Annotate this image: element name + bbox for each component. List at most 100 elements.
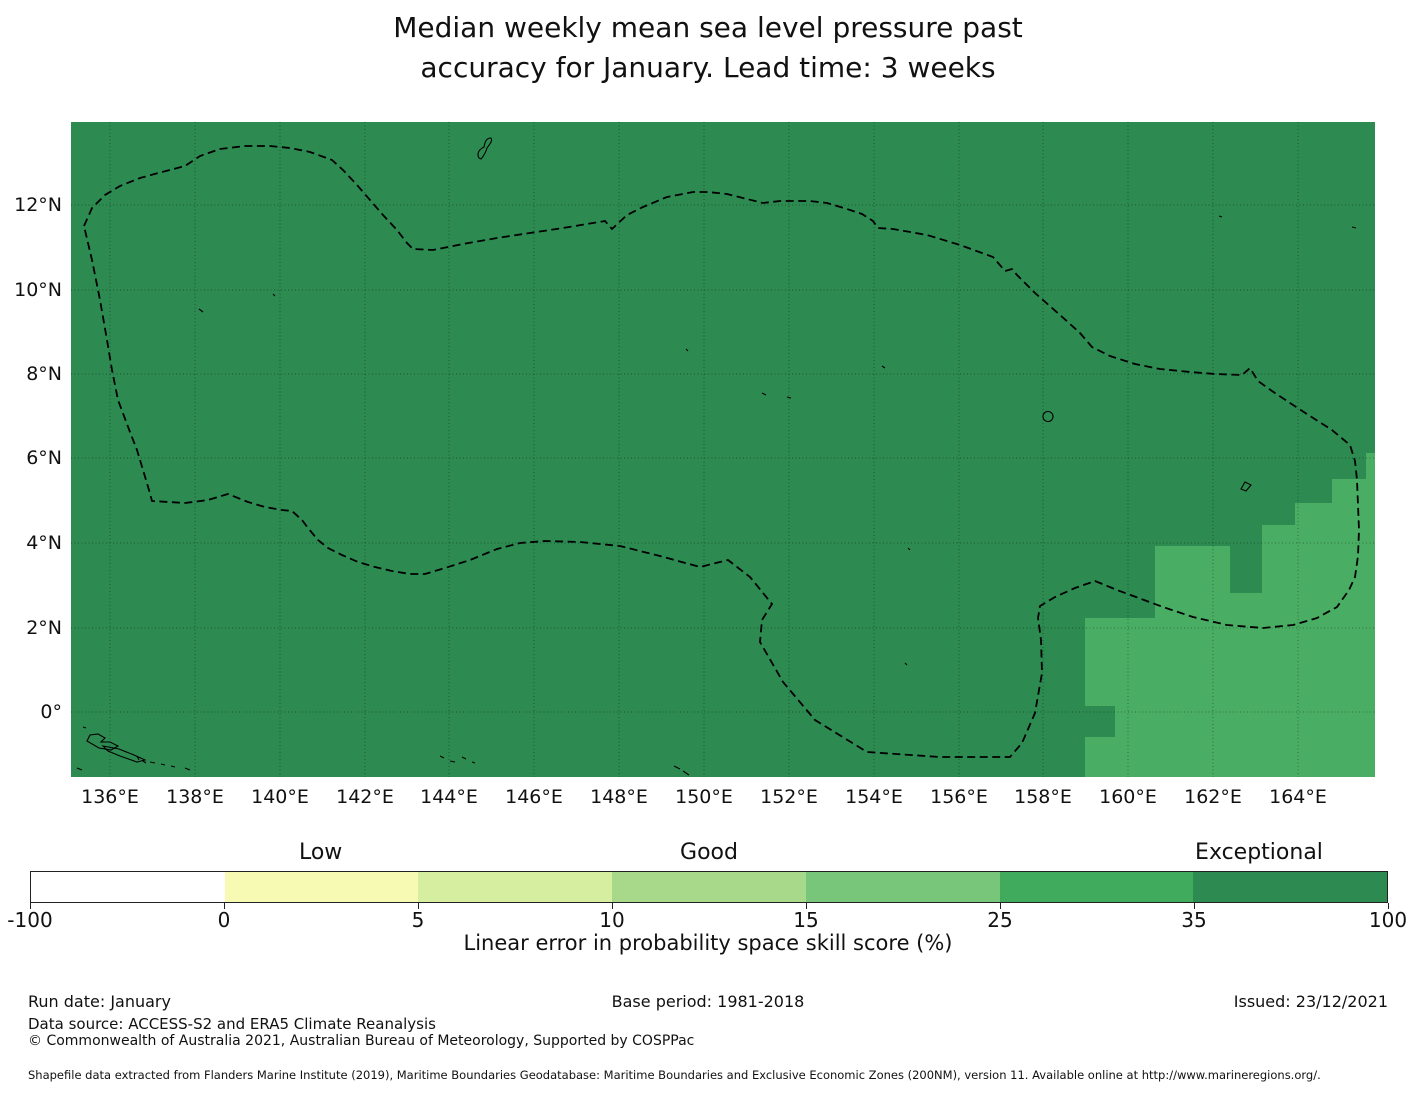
chart-title-line2: accuracy for January. Lead time: 3 weeks [420, 51, 996, 84]
lat-tick-label: 0° [40, 701, 62, 723]
island-coastline [272, 293, 276, 297]
lon-tick-label: 146°E [505, 786, 563, 808]
issued-label: Issued: 23/12/2021 [1233, 992, 1388, 1011]
island-coastline [682, 770, 690, 776]
chart-title-line1: Median weekly mean sea level pressure pa… [393, 11, 1023, 44]
lon-tick-label: 142°E [336, 786, 394, 808]
lon-tick-label: 138°E [166, 786, 224, 808]
colorbar-tick-label: 35 [1181, 908, 1207, 932]
island-coastline [86, 733, 120, 751]
lat-tick-label: 2°N [26, 617, 62, 639]
grid-lines [71, 122, 1375, 777]
colorbar-tick [1388, 903, 1389, 909]
colorbar-tick-label: 0 [217, 908, 231, 932]
island-coastline [1218, 215, 1223, 218]
island-outlines [76, 137, 1357, 776]
lon-tick-label: 158°E [1014, 786, 1072, 808]
island-coastline [149, 761, 156, 764]
colorbar-category-label: Exceptional [1195, 840, 1323, 865]
island-coastline [1351, 226, 1357, 229]
island-coastline [1240, 481, 1252, 492]
lon-tick-label: 164°E [1269, 786, 1327, 808]
map-plot [71, 122, 1375, 777]
island-coastline [142, 760, 147, 764]
colorbar-tick-label: 10 [599, 908, 625, 932]
island-coastline [477, 137, 493, 160]
colorbar-tick [418, 903, 419, 909]
lon-tick-label: 152°E [760, 786, 818, 808]
colorbar-axis-label: Linear error in probability space skill … [463, 931, 953, 955]
island-coastline [881, 365, 886, 369]
island-coastline [136, 755, 140, 761]
shapefile-attribution: Shapefile data extracted from Flanders M… [28, 1068, 1321, 1082]
colorbar-tick [30, 903, 31, 909]
island-coastline [1042, 410, 1054, 423]
lat-tick-label: 10°N [14, 279, 62, 301]
colorbar-category-label: Good [680, 840, 738, 865]
colorbar-tick [224, 903, 225, 909]
lon-tick-label: 162°E [1184, 786, 1242, 808]
colorbar-segment [612, 872, 806, 902]
island-coastline [904, 662, 908, 666]
colorbar-tick [806, 903, 807, 909]
lon-tick-label: 148°E [590, 786, 648, 808]
island-coastline [786, 396, 792, 399]
eez-boundary-line [83, 145, 1360, 758]
skill-patch-35-100 [1085, 706, 1115, 737]
skill-patch-25-35 [1085, 618, 1375, 777]
colorbar-tick [612, 903, 613, 909]
colorbar-tick-label: 100 [1368, 908, 1408, 932]
colorbar-segment [999, 872, 1194, 902]
copyright-label: © Commonwealth of Australia 2021, Austra… [28, 1033, 695, 1049]
island-coastline [76, 767, 83, 771]
lat-tick-label: 8°N [26, 363, 62, 385]
lon-tick-label: 140°E [251, 786, 309, 808]
island-coastline [198, 308, 204, 313]
lon-tick-label: 150°E [675, 786, 733, 808]
map-canvas [71, 122, 1375, 777]
skill-patch-25-35 [1155, 546, 1230, 618]
island-coastline [449, 760, 456, 763]
data-source-label: Data source: ACCESS-S2 and ERA5 Climate … [28, 1015, 436, 1033]
skill-patch-25-35 [1295, 503, 1375, 525]
colorbar-category-label: Low [298, 840, 343, 865]
island-coastline [761, 392, 767, 396]
island-coastline [170, 765, 176, 768]
island-coastline [673, 765, 681, 770]
lon-tick-label: 156°E [930, 786, 988, 808]
colorbar-segment [1193, 872, 1388, 902]
colorbar-segment [224, 872, 419, 902]
colorbar-tick [1194, 903, 1195, 909]
island-coastline [184, 767, 191, 771]
lat-tick-label: 6°N [26, 447, 62, 469]
colorbar-segment [31, 872, 225, 902]
island-coastline [461, 756, 467, 760]
lon-tick-label: 144°E [420, 786, 478, 808]
colorbar-segment [418, 872, 613, 902]
lat-tick-label: 4°N [26, 532, 62, 554]
lon-tick-label: 136°E [81, 786, 139, 808]
island-coastline [439, 755, 445, 759]
run-date-label: Run date: January [28, 992, 171, 1011]
skill-patch-25-35 [1225, 593, 1262, 618]
lat-tick-label: 12°N [14, 194, 62, 216]
colorbar-tick [1000, 903, 1001, 909]
lon-tick-label: 154°E [845, 786, 903, 808]
lon-tick-label: 160°E [1099, 786, 1157, 808]
colorbar-tick-label: 15 [793, 908, 819, 932]
island-coastline [685, 348, 689, 352]
island-coastline [82, 726, 87, 729]
colorbar-tick-label: 5 [411, 908, 425, 932]
island-coastline [471, 761, 476, 764]
skill-patch-25-35 [1332, 479, 1375, 503]
colorbar-tick-label: -100 [7, 908, 53, 932]
island-coastline [907, 547, 911, 551]
colorbar-segment [805, 872, 1000, 902]
base-period-label: Base period: 1981-2018 [611, 992, 805, 1011]
island-coastline [160, 763, 166, 766]
colorbar [30, 871, 1388, 903]
island-coastline [101, 745, 147, 763]
colorbar-tick-label: 25 [987, 908, 1013, 932]
skill-patch-25-35 [1366, 453, 1375, 479]
